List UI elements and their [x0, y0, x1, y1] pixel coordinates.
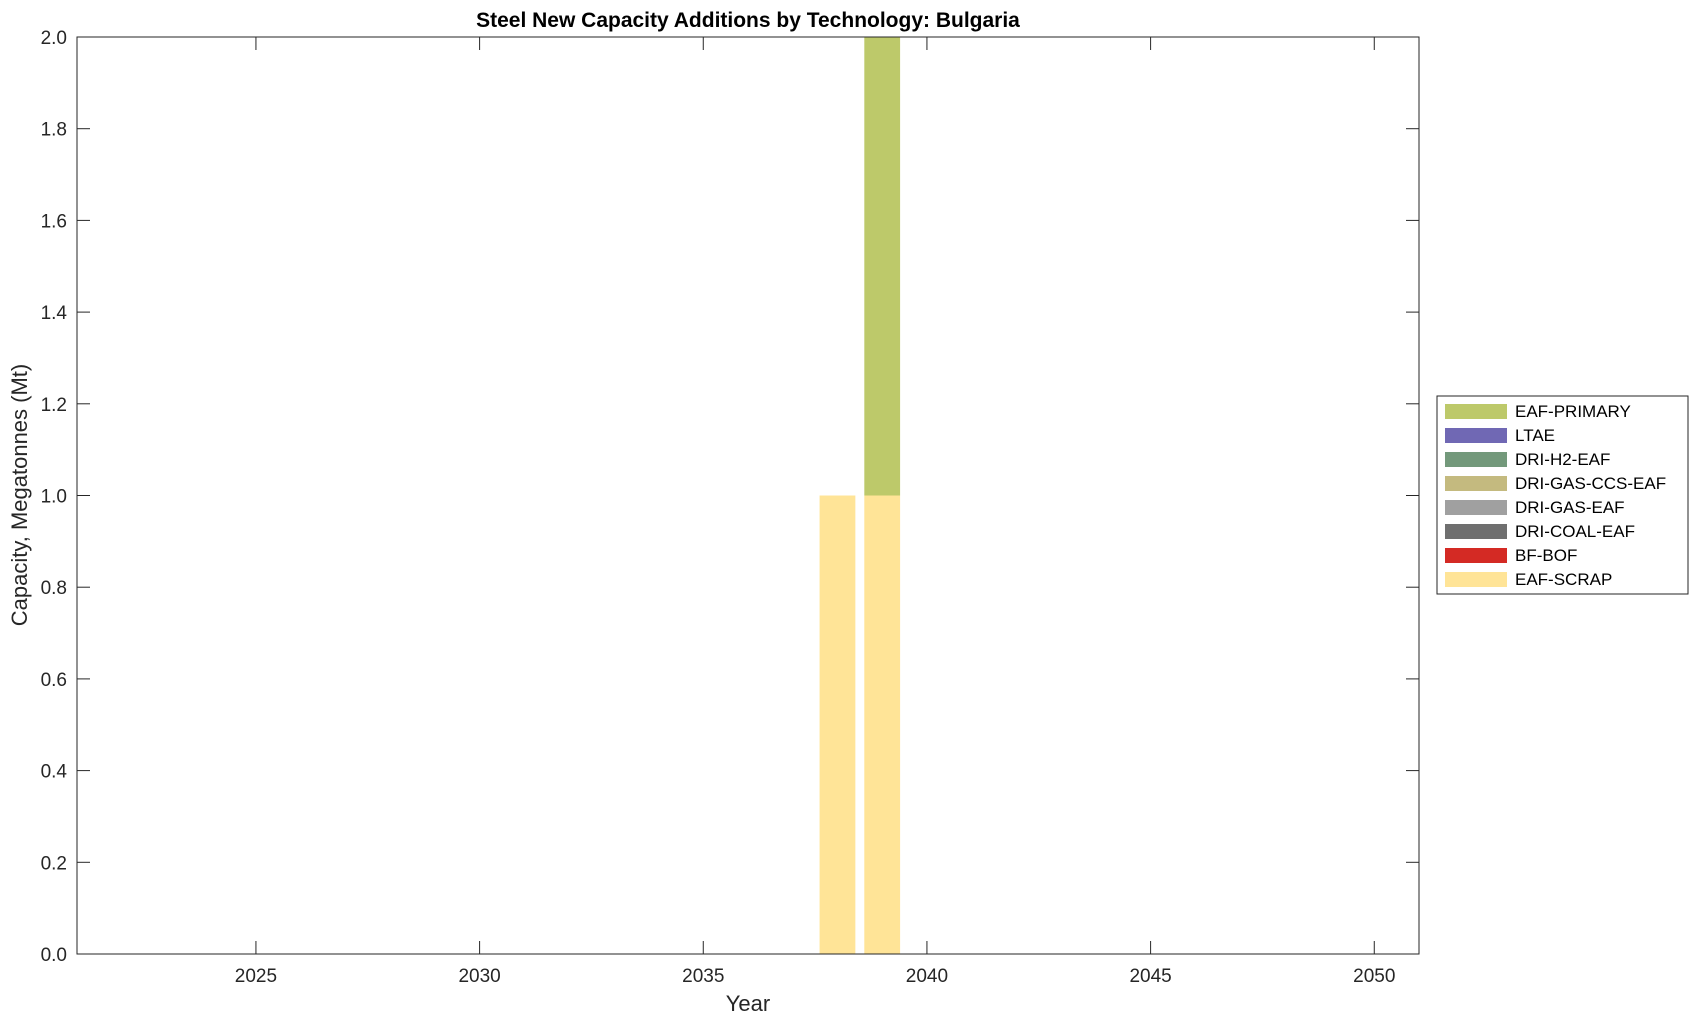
- x-axis-label: Year: [726, 991, 770, 1016]
- y-tick-label: 1.0: [41, 487, 67, 508]
- plot-area: [77, 37, 1419, 954]
- y-tick-label: 1.4: [41, 303, 68, 324]
- y-axis-label: Capacity, Megatonnes (Mt): [7, 364, 32, 626]
- ticks-group: 2025 2030 2035 2040 2045 2050 0.0 0.2 0.4 0.6 0.8 1…: [41, 28, 1419, 987]
- y-tick-label: 0.8: [41, 578, 67, 599]
- legend-swatch: [1445, 572, 1507, 587]
- x-tick-label: 2045: [1129, 966, 1171, 987]
- legend-label: BF-BOF: [1515, 546, 1577, 565]
- y-tick-label: 0.2: [41, 853, 67, 874]
- bar-eaf-primary-2039: [864, 37, 901, 496]
- y-tick-label: 0.0: [41, 945, 67, 966]
- y-tick-label: 2.0: [41, 28, 67, 49]
- x-tick-label: 2030: [458, 966, 500, 987]
- y-tick-label: 1.8: [41, 120, 67, 141]
- y-tick-label: 0.4: [41, 762, 68, 783]
- legend-swatch: [1445, 524, 1507, 539]
- bar-eaf-scrap-2038: [819, 495, 856, 954]
- legend-label: LTAE: [1515, 426, 1555, 445]
- x-tick-label: 2025: [235, 966, 277, 987]
- legend-label: DRI-H2-EAF: [1515, 450, 1610, 469]
- legend-swatch: [1445, 500, 1507, 515]
- x-tick-label: 2050: [1353, 966, 1395, 987]
- legend-swatch: [1445, 428, 1507, 443]
- y-tick-label: 1.6: [41, 211, 67, 232]
- legend-label: DRI-COAL-EAF: [1515, 522, 1635, 541]
- plot-frame: [76, 36, 1420, 955]
- legend-swatch: [1445, 452, 1507, 467]
- chart-title: Steel New Capacity Additions by Technolo…: [476, 9, 1020, 32]
- legend-swatch: [1445, 404, 1507, 419]
- legend-label: DRI-GAS-CCS-EAF: [1515, 474, 1666, 493]
- legend-label: EAF-SCRAP: [1515, 570, 1612, 589]
- bars-group: [819, 37, 901, 954]
- legend-label: EAF-PRIMARY: [1515, 402, 1631, 421]
- legend-swatch: [1445, 476, 1507, 491]
- x-tick-label: 2035: [682, 966, 724, 987]
- legend-swatch: [1445, 548, 1507, 563]
- y-tick-label: 1.2: [41, 395, 67, 416]
- legend-label: DRI-GAS-EAF: [1515, 498, 1625, 517]
- x-tick-label: 2040: [906, 966, 948, 987]
- y-tick-label: 0.6: [41, 670, 67, 691]
- bar-eaf-scrap-2039: [864, 495, 901, 954]
- legend: EAF-PRIMARY LTAE DRI-H2-EAF DRI-GAS-CCS-EAF…: [1436, 395, 1689, 595]
